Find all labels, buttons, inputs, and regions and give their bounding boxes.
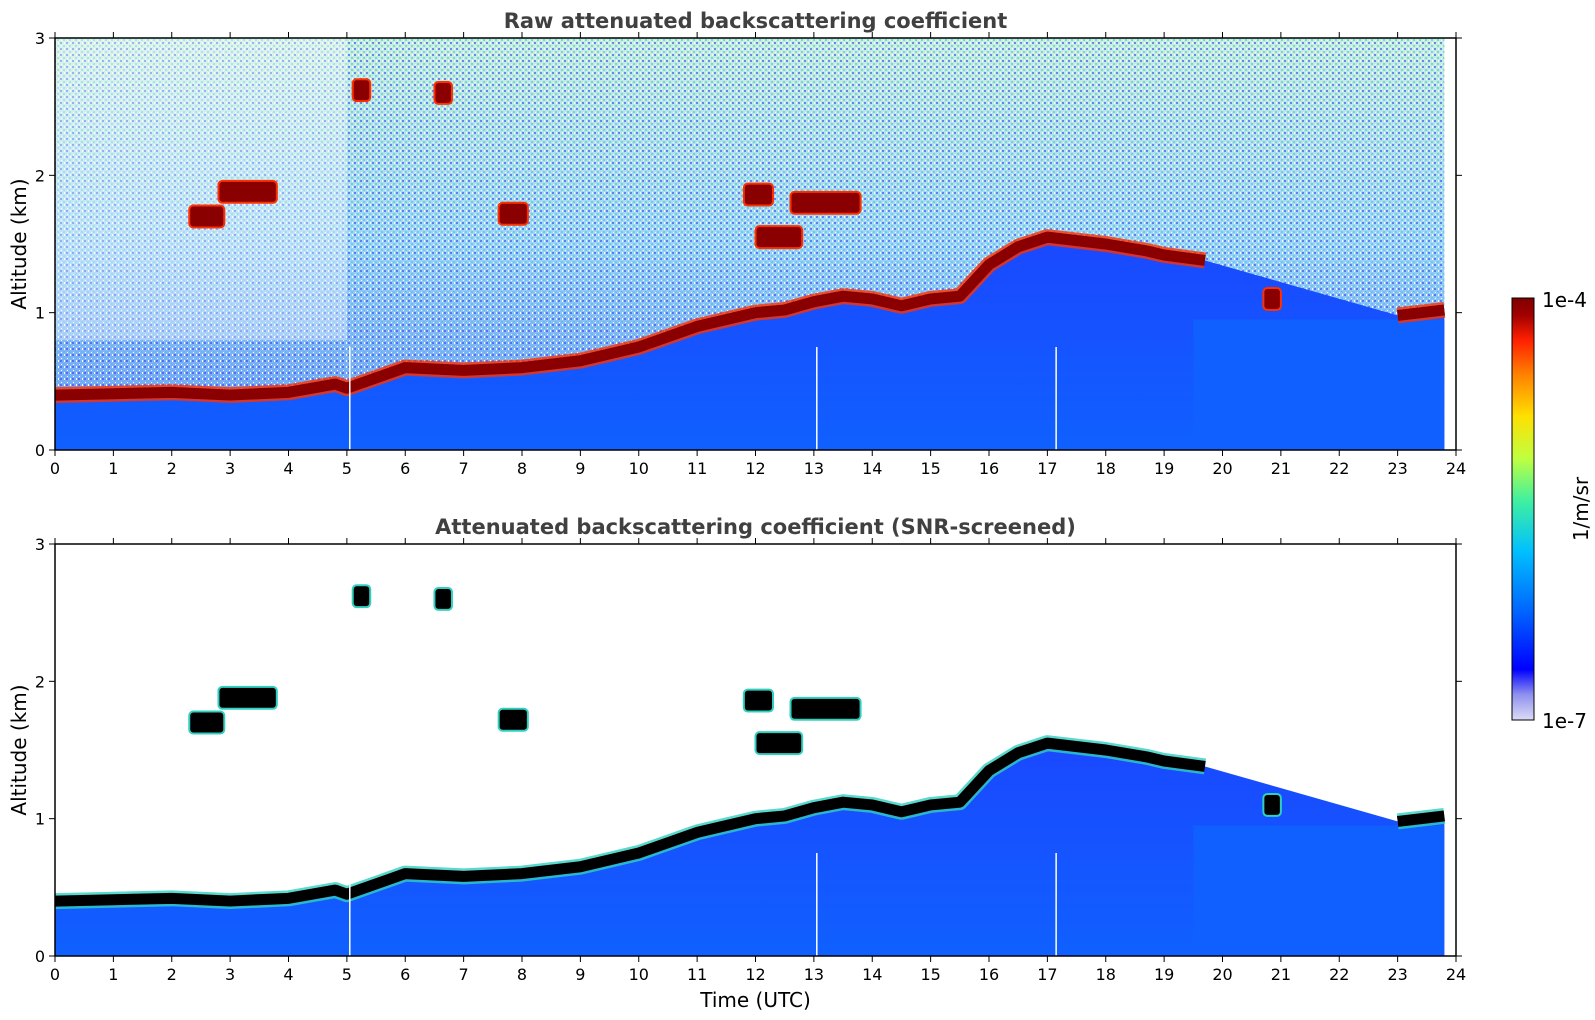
noise-sparse-region: [55, 38, 347, 341]
x-tick-label: 4: [283, 459, 293, 478]
y-tick-label: 3: [35, 29, 45, 48]
colorbar-max-label: 1e-4: [1542, 288, 1587, 312]
chart-title: Attenuated backscattering coefficient (S…: [435, 515, 1076, 539]
x-tick-label: 3: [225, 965, 235, 984]
y-tick-label: 2: [35, 166, 45, 185]
x-tick-label: 8: [517, 965, 527, 984]
elevated-cloud: [497, 707, 529, 732]
x-tick-label: 4: [283, 965, 293, 984]
x-axis-label: Time (UTC): [699, 988, 811, 1012]
x-tick-label: 18: [1096, 965, 1116, 984]
chart-title: Raw attenuated backscattering coefficien…: [504, 9, 1008, 33]
x-tick-label: 3: [225, 459, 235, 478]
colorbar-gradient: [1511, 297, 1535, 721]
elevated-cloud: [754, 225, 804, 250]
x-tick-label: 2: [167, 965, 177, 984]
elevated-cloud: [742, 182, 775, 207]
aerosol-layer: [55, 237, 1445, 450]
x-tick-label: 21: [1271, 459, 1291, 478]
y-tick-label: 2: [35, 672, 45, 691]
elevated-cloud: [789, 190, 862, 215]
x-tick-label: 16: [979, 459, 999, 478]
elevated-cloud: [789, 696, 862, 721]
x-tick-label: 15: [920, 459, 940, 478]
elevated-cloud: [742, 688, 775, 713]
x-tick-label: 1: [108, 965, 118, 984]
x-tick-label: 8: [517, 459, 527, 478]
y-axis-label: Altitude (km): [7, 684, 31, 815]
y-tick-label: 1: [35, 810, 45, 829]
y-tick-label: 0: [35, 947, 45, 966]
cloud-layer: [55, 231, 1445, 401]
x-tick-label: 20: [1212, 965, 1232, 984]
x-tick-label: 15: [920, 965, 940, 984]
x-tick-label: 0: [50, 459, 60, 478]
x-tick-label: 22: [1329, 459, 1349, 478]
colorbar: 1e-4 1e-7 1/m/sr: [1511, 288, 1593, 733]
y-axis-label: Altitude (km): [7, 178, 31, 309]
x-tick-label: 1: [108, 459, 118, 478]
y-tick-label: 3: [35, 535, 45, 554]
elevated-cloud: [217, 179, 278, 204]
x-tick-label: 14: [862, 459, 882, 478]
elevated-cloud: [188, 204, 226, 229]
panel-screened: Attenuated backscattering coefficient (S…: [7, 515, 1466, 1012]
x-tick-label: 7: [459, 459, 469, 478]
x-tick-label: 24: [1446, 965, 1466, 984]
elevated-cloud: [754, 731, 804, 756]
aerosol-layer: [55, 743, 1445, 956]
x-tick-label: 23: [1387, 965, 1407, 984]
x-tick-label: 13: [804, 459, 824, 478]
x-tick-label: 18: [1096, 459, 1116, 478]
x-tick-label: 10: [629, 965, 649, 984]
elevated-cloud: [217, 685, 278, 710]
x-tick-label: 0: [50, 965, 60, 984]
x-tick-label: 24: [1446, 459, 1466, 478]
x-tick-label: 19: [1154, 965, 1174, 984]
elevated-cloud: [188, 710, 226, 735]
aerosol-layer-late: [1193, 825, 1445, 956]
plot-area: [55, 38, 1446, 450]
y-tick-label: 0: [35, 441, 45, 460]
elevated-cloud: [351, 584, 372, 609]
elevated-cloud: [433, 586, 453, 611]
panel-raw: Raw attenuated backscattering coefficien…: [7, 9, 1466, 478]
elevated-cloud: [497, 201, 529, 226]
elevated-cloud: [1262, 286, 1282, 311]
x-tick-label: 17: [1037, 965, 1057, 984]
x-tick-label: 14: [862, 965, 882, 984]
x-tick-label: 5: [342, 965, 352, 984]
x-tick-label: 9: [575, 965, 585, 984]
colorbar-min-label: 1e-7: [1542, 709, 1587, 733]
x-tick-label: 16: [979, 965, 999, 984]
elevated-cloud: [351, 78, 372, 103]
x-tick-label: 5: [342, 459, 352, 478]
x-tick-label: 17: [1037, 459, 1057, 478]
y-tick-label: 1: [35, 304, 45, 323]
elevated-cloud: [433, 80, 453, 105]
x-tick-label: 19: [1154, 459, 1174, 478]
x-tick-label: 23: [1387, 459, 1407, 478]
x-tick-label: 6: [400, 965, 410, 984]
x-tick-label: 13: [804, 965, 824, 984]
x-tick-label: 10: [629, 459, 649, 478]
cloud-layer: [55, 737, 1445, 907]
x-tick-label: 9: [575, 459, 585, 478]
x-tick-label: 12: [745, 459, 765, 478]
x-tick-label: 11: [687, 965, 707, 984]
x-tick-label: 2: [167, 459, 177, 478]
x-tick-label: 12: [745, 965, 765, 984]
elevated-cloud: [1262, 792, 1282, 817]
aerosol-layer-late: [1193, 319, 1445, 450]
x-tick-label: 20: [1212, 459, 1232, 478]
x-tick-label: 6: [400, 459, 410, 478]
x-tick-label: 7: [459, 965, 469, 984]
colorbar-unit-label: 1/m/sr: [1569, 476, 1593, 541]
x-tick-label: 11: [687, 459, 707, 478]
plot-area: [55, 544, 1456, 956]
x-tick-label: 21: [1271, 965, 1291, 984]
x-tick-label: 22: [1329, 965, 1349, 984]
